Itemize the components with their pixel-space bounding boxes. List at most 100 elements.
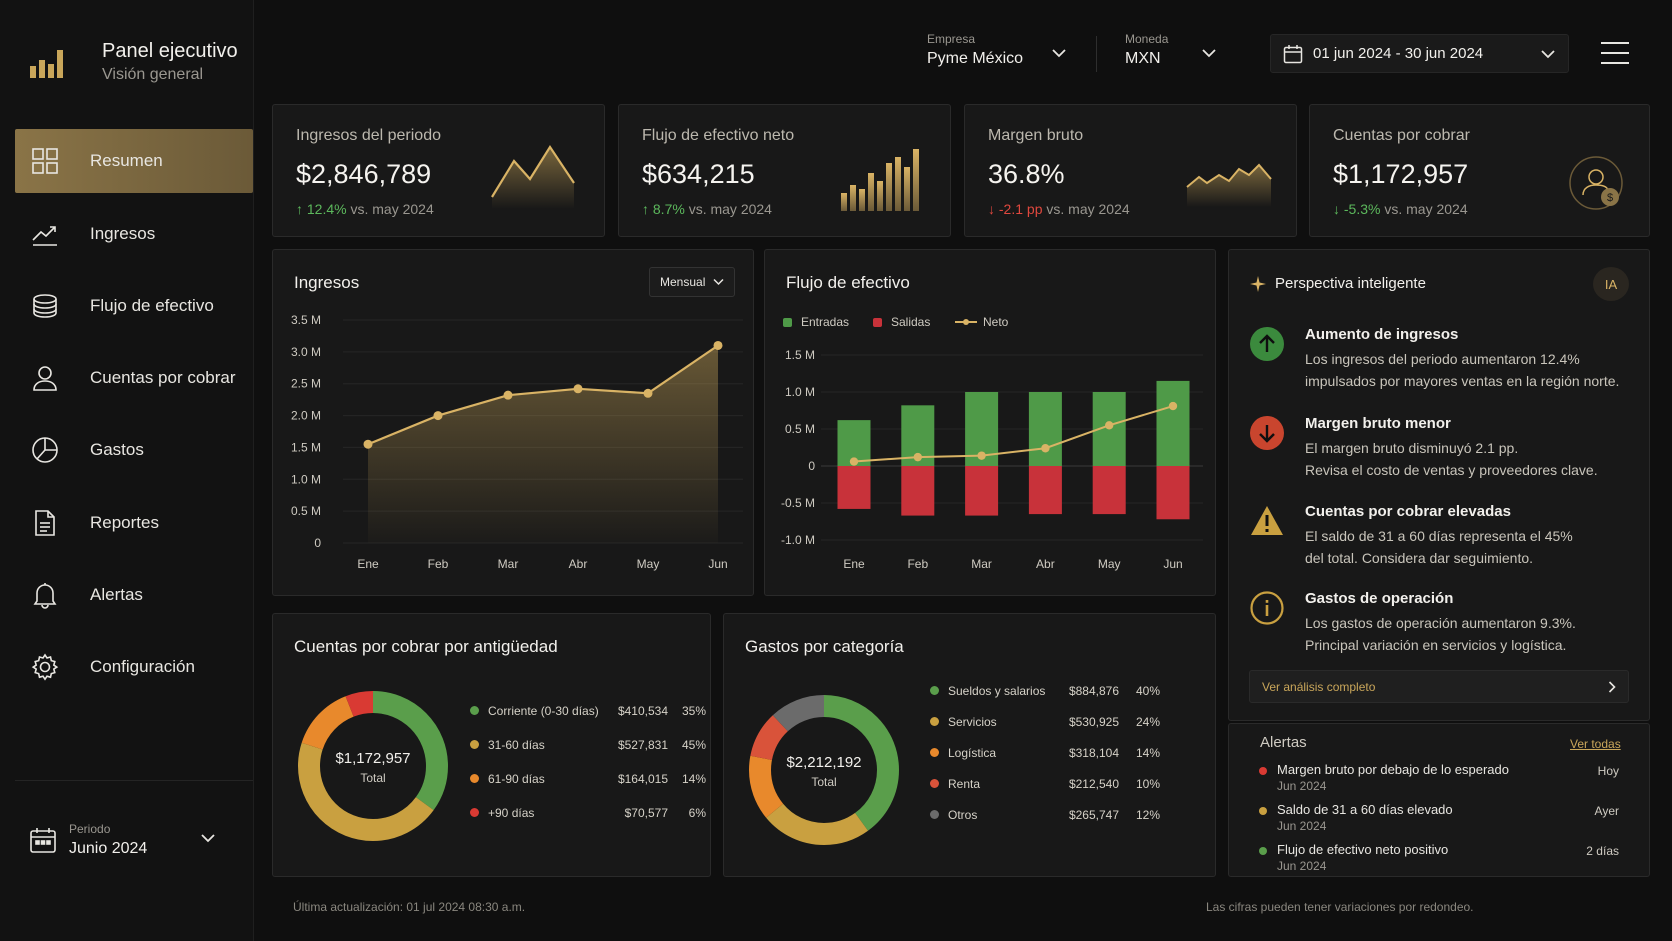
donut-total-label: Total — [811, 775, 837, 789]
chevron-down-icon — [1541, 50, 1555, 59]
alert-when: Ayer — [1594, 804, 1619, 818]
currency-selector[interactable]: Moneda MXN — [1125, 32, 1168, 68]
data-point — [643, 388, 653, 398]
bar-chart-logo-icon — [30, 50, 63, 78]
sidebar-item-label: Cuentas por cobrar — [90, 368, 236, 387]
kpi-value: $2,846,789 — [296, 159, 432, 189]
insight-line: del total. Considera dar seguimiento. — [1305, 550, 1534, 566]
legend-amount: $212,540 — [1068, 777, 1119, 791]
sidebar-item-configuracion[interactable]: Configuración — [15, 635, 253, 699]
bar-salidas — [965, 466, 999, 516]
insight-title: Gastos de operación — [1305, 590, 1454, 607]
y-tick-label: 2.0 M — [291, 409, 321, 423]
donut-total-value: $1,172,957 — [335, 750, 411, 767]
x-tick-label: Mar — [498, 557, 519, 571]
grid-icon — [30, 146, 60, 176]
brand-subtitle: Visión general — [102, 66, 204, 83]
legend-row-label: 31-60 días — [470, 738, 545, 752]
sidebar-item-label: Ingresos — [90, 224, 156, 243]
bar-salidas — [901, 466, 935, 516]
data-point — [503, 390, 513, 400]
view-full-analysis-button[interactable]: Ver análisis completo — [1249, 670, 1629, 703]
flujo-bar-chart: -1.0 M -0.5 M 0 0.5 M 1.0 M 1.5 M Ene Feb Mar Abr… — [781, 348, 1203, 571]
neto-data-point — [1041, 444, 1050, 453]
legend-amount: $410,534 — [617, 704, 668, 718]
gastos-donut-chart — [749, 695, 899, 845]
x-tick-label: Jun — [708, 557, 727, 571]
kpi-delta-value: 12.4% — [306, 201, 347, 217]
insight-text: El margen bruto disminuyó 2.1 pp. Revisa … — [1305, 437, 1635, 481]
sidebar-item-flujo[interactable]: Flujo de efectivo — [15, 274, 253, 338]
data-point — [573, 384, 583, 394]
bar-entradas — [1156, 380, 1190, 466]
kpi-label: Margen bruto — [988, 127, 1084, 144]
legend-percent: 14% — [681, 772, 706, 786]
ingresos-line-chart: 0 0.5 M 1.0 M 1.5 M 2.0 M 2.5 M 3.0 M 3.5 M Ene F… — [291, 313, 743, 571]
bar-salidas — [837, 466, 871, 509]
legend-row-label: Servicios — [930, 715, 997, 729]
sidebar-item-gastos[interactable]: Gastos — [15, 418, 253, 482]
sparkle-icon — [1250, 276, 1266, 292]
company-value: Pyme México — [927, 50, 1024, 67]
sidebar-item-label: Flujo de efectivo — [90, 296, 214, 315]
legend-swatch — [873, 317, 882, 327]
period-selector[interactable]: Periodo Junio 2024 — [15, 780, 253, 898]
legend-row-label: Otros — [930, 808, 977, 822]
insight-line: impulsados por mayores ventas en la regi… — [1305, 373, 1620, 389]
x-tick-label: Ene — [357, 557, 379, 571]
sidebar-item-resumen[interactable]: Resumen — [15, 129, 253, 193]
legend-row-label: Corriente (0-30 días) — [470, 704, 599, 718]
legend-swatch — [930, 810, 939, 820]
company-label: Empresa — [927, 32, 976, 46]
brand-title: Panel ejecutivo — [102, 40, 238, 62]
alert-item[interactable]: Flujo de efectivo neto positivo Jun 2024… — [1259, 842, 1619, 876]
sidebar-item-alertas[interactable]: Alertas — [15, 563, 253, 627]
alert-item[interactable]: Margen bruto por debajo de lo esperado J… — [1259, 762, 1619, 796]
kpi-card-cxc[interactable]: Cuentas por cobrar $1,172,957 ↓ -5.3% vs… — [1309, 104, 1650, 237]
sidebar-item-reportes[interactable]: Reportes — [15, 491, 253, 555]
y-tick-label: 0 — [808, 459, 815, 473]
document-icon — [30, 508, 60, 538]
x-tick-label: Feb — [907, 557, 928, 571]
legend-row-label: +90 días — [470, 806, 534, 820]
x-tick-label: Jun — [1163, 557, 1182, 571]
insight-line: Principal variación en servicios y logís… — [1305, 637, 1567, 653]
insight-title: Aumento de ingresos — [1305, 326, 1459, 343]
cxc-aging-card: Cuentas por cobrar por antigüedad $1,172… — [272, 613, 711, 877]
donut-total-label: Total — [360, 771, 386, 785]
card-title: Cuentas por cobrar por antigüedad — [294, 637, 558, 656]
hamburger-menu-icon[interactable] — [1600, 40, 1630, 66]
insight-title: Cuentas por cobrar elevadas — [1305, 503, 1511, 520]
kpi-compare: vs. may 2024 — [1046, 201, 1130, 217]
sidebar-item-cuentas[interactable]: Cuentas por cobrar — [15, 346, 253, 410]
chevron-down-icon[interactable] — [1202, 48, 1216, 58]
kpi-card-margen[interactable]: Margen bruto 36.8% ↓ -2.1 pp vs. may 202… — [964, 104, 1297, 237]
legend-label: Servicios — [948, 715, 997, 729]
kpi-card-flujo[interactable]: Flujo de efectivo neto $634,215 ↑ 8.7% v… — [618, 104, 951, 237]
kpi-value: $634,215 — [642, 159, 755, 189]
bar-salidas — [1156, 466, 1190, 520]
sidebar-item-label: Configuración — [90, 657, 195, 676]
legend-label: Corriente (0-30 días) — [488, 704, 599, 718]
neto-data-point — [1168, 401, 1178, 411]
sidebar-item-ingresos[interactable]: Ingresos — [15, 202, 253, 266]
period-granularity-dropdown[interactable]: Mensual — [649, 267, 735, 297]
gastos-category-card: Gastos por categoría $2,212,192 Total Su… — [723, 613, 1216, 877]
data-point — [363, 439, 373, 449]
company-selector[interactable]: Empresa Pyme México — [927, 32, 1023, 68]
alert-title: Margen bruto por debajo de lo esperado — [1277, 762, 1509, 777]
alerts-card: Alertas Ver todas Margen bruto por debaj… — [1228, 723, 1650, 877]
date-range-picker[interactable]: 01 jun 2024 - 30 jun 2024 — [1270, 34, 1569, 73]
sparkline-bars — [841, 149, 919, 211]
chevron-down-icon[interactable] — [1052, 48, 1066, 58]
legend-amount: $884,876 — [1068, 684, 1119, 698]
view-all-alerts-link[interactable]: Ver todas — [1570, 737, 1621, 751]
y-tick-label: -1.0 M — [781, 533, 815, 547]
x-tick-label: Abr — [1036, 557, 1055, 571]
kpi-card-ingresos[interactable]: Ingresos del periodo $2,846,789 ↑ 12.4% … — [272, 104, 605, 237]
chevron-down-icon — [713, 278, 724, 286]
legend-percent: 40% — [1135, 684, 1160, 698]
sparkline-area — [491, 144, 575, 209]
alert-item[interactable]: Saldo de 31 a 60 días elevado Jun 2024 A… — [1259, 802, 1619, 836]
legend-row-label: Logística — [930, 746, 996, 760]
